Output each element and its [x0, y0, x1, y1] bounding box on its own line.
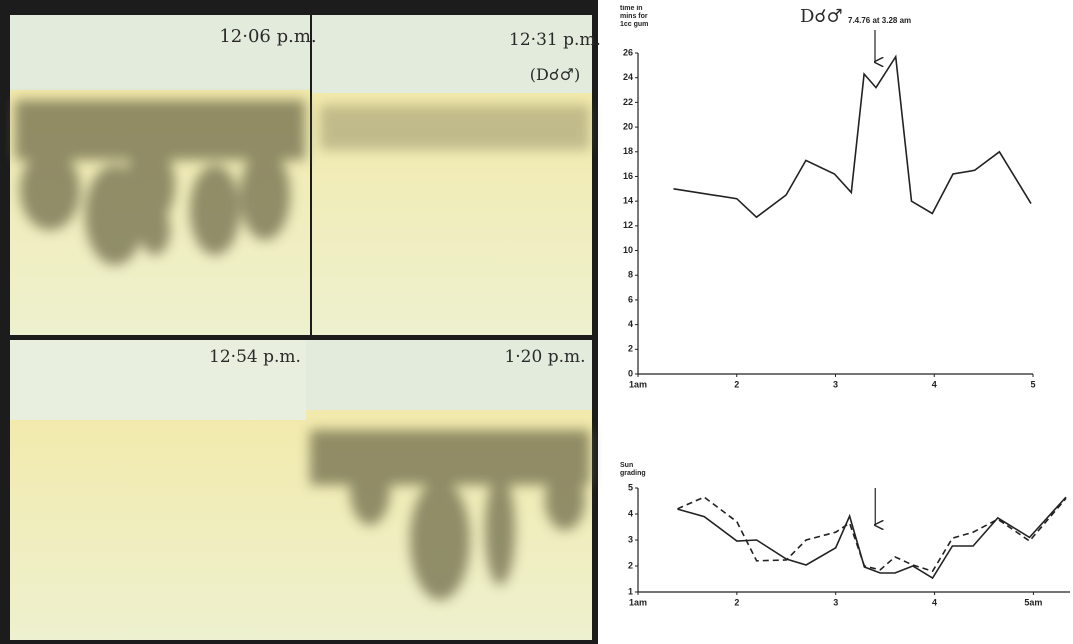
photo-label: 12·54 p.m.	[209, 347, 301, 367]
y-tick-label: 3	[628, 534, 633, 544]
y-tick-label: 2	[628, 344, 633, 354]
x-tick-label: 3	[833, 379, 838, 389]
data-line	[677, 496, 1067, 580]
y-tick-label: 4	[628, 319, 633, 329]
x-tick-label: 1am	[629, 597, 647, 607]
data-line	[673, 54, 1032, 219]
y-tick-label: 1	[628, 586, 633, 596]
y-tick-label: 14	[623, 196, 633, 206]
y-tick-label: 26	[623, 47, 633, 57]
y-tick-label: 22	[623, 97, 633, 107]
x-tick-label: 2	[734, 597, 739, 607]
y-tick-label: 18	[623, 146, 633, 156]
y-tick-label: 20	[623, 121, 633, 131]
photo-label: 12·31 p.m.	[509, 30, 601, 50]
photo-label: (D☌♂)	[530, 65, 580, 84]
y-tick-label: 5	[628, 482, 633, 492]
x-tick-label: 4	[932, 597, 937, 607]
annotation: 7.4.76 at 3.28 am	[848, 16, 911, 25]
photo: 12·06 p.m. 12·31 p.m. (D☌♂) 12·54 p.m. 1…	[0, 0, 601, 644]
x-tick-label: 3	[833, 597, 838, 607]
y-tick-label: 2	[628, 560, 633, 570]
y-axis-label: time in mins for 1cc gum	[620, 5, 649, 28]
y-tick-label: 10	[623, 245, 633, 255]
x-tick-label: 5	[1030, 379, 1035, 389]
y-tick-label: 4	[628, 508, 633, 518]
data-line	[677, 496, 1067, 573]
photo-label: 12·06 p.m.	[219, 26, 316, 47]
y-tick-label: 12	[623, 220, 633, 230]
y-tick-label: 0	[628, 368, 633, 378]
y-tick-label: 8	[628, 270, 633, 280]
y-tick-label: 24	[623, 72, 633, 82]
photo-label: 1·20 p.m.	[504, 347, 585, 367]
y-axis-label: Sun grading	[620, 462, 646, 477]
x-tick-label: 5am	[1024, 597, 1042, 607]
annotation-symbol: D☌♂	[800, 6, 843, 27]
y-tick-label: 6	[628, 294, 633, 304]
x-tick-label: 2	[734, 379, 739, 389]
y-tick-label: 16	[623, 171, 633, 181]
x-tick-label: 1am	[629, 379, 647, 389]
x-tick-label: 4	[932, 379, 937, 389]
